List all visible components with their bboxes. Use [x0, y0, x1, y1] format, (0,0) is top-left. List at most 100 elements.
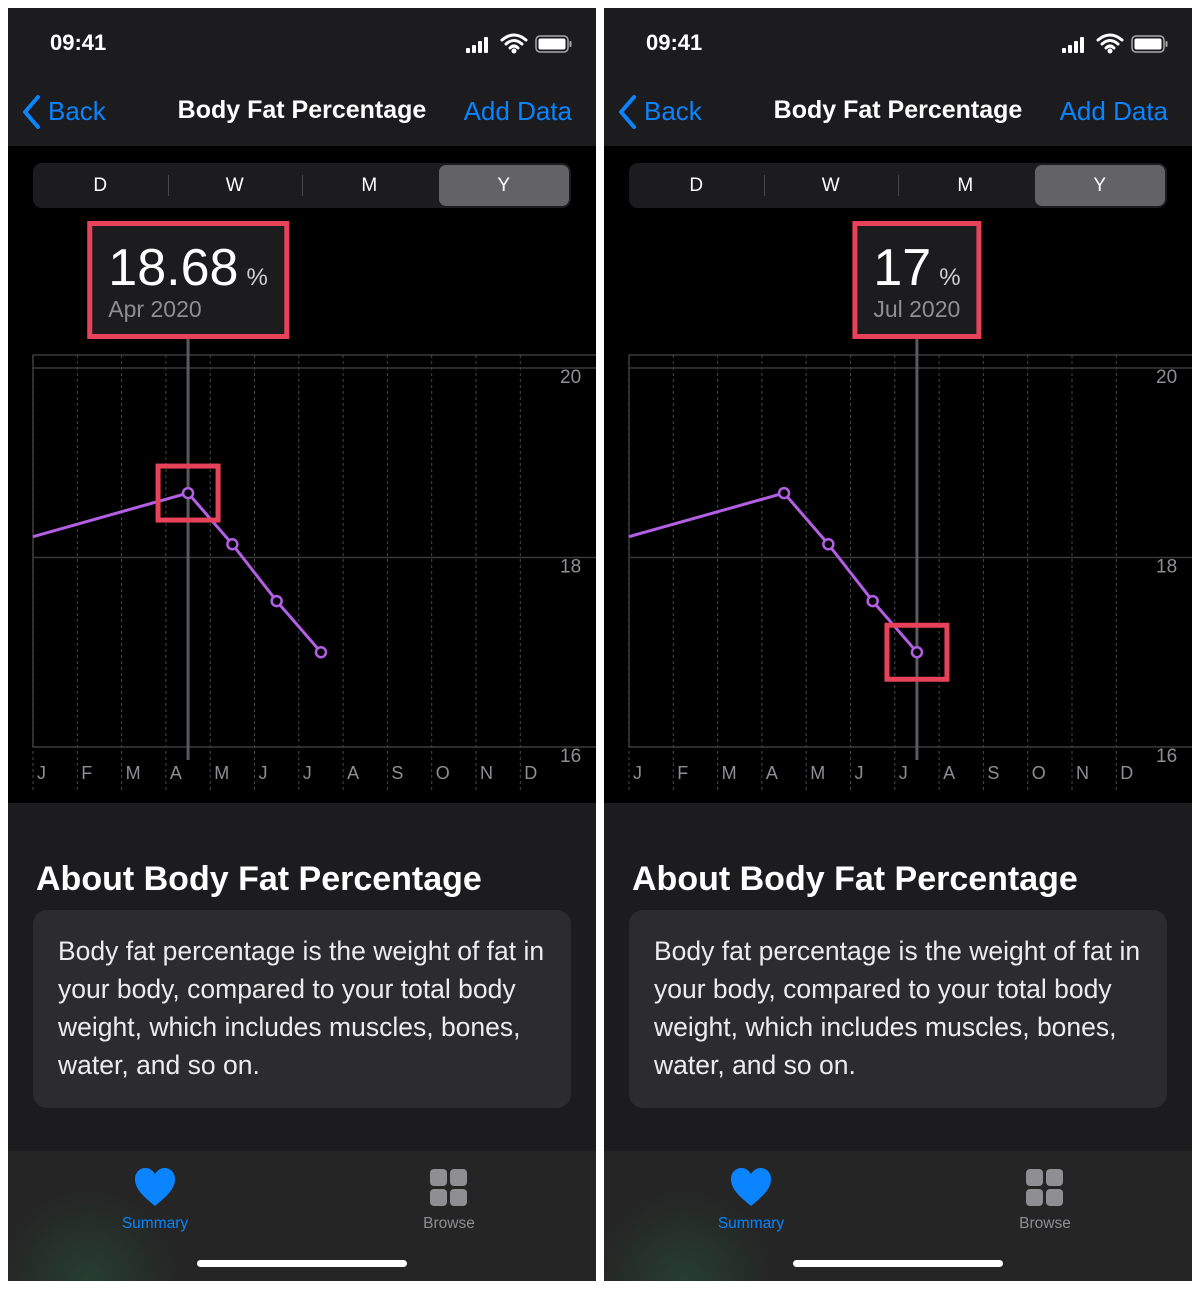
x-tick-label: J	[303, 763, 312, 783]
home-indicator	[793, 1260, 1003, 1267]
data-point	[270, 594, 283, 608]
highlight-unit: %	[246, 264, 268, 291]
x-tick-label: S	[987, 763, 999, 783]
status-icons	[466, 33, 572, 54]
tab-label[interactable]: Summary	[717, 1215, 785, 1232]
signal-bar	[478, 41, 482, 53]
data-line	[628, 491, 919, 654]
phone-screen: 09:41 Back Body Fat Percentage Add Data D W M Y…	[604, 8, 1192, 1281]
heart	[135, 1168, 175, 1206]
segment[interactable]: Y	[1034, 165, 1165, 206]
grid-square	[1026, 1189, 1043, 1206]
back-button[interactable]: Back	[644, 96, 702, 126]
tab-bar: Summary Browse	[604, 1151, 1192, 1281]
highlight-value-row: 18.68%	[108, 238, 267, 298]
signal-bar	[1068, 45, 1072, 53]
segment[interactable]: D	[93, 175, 108, 196]
x-tick-label: N	[1076, 763, 1089, 783]
signal-bar	[1074, 41, 1078, 53]
x-tick-label: J	[37, 763, 46, 783]
back-button[interactable]: Back	[48, 96, 106, 126]
x-tick-label: J	[855, 763, 864, 783]
about-title: About Body Fat Percentage	[632, 860, 1078, 898]
segment[interactable]: D	[689, 175, 704, 196]
x-tick-label: M	[722, 763, 737, 783]
back-chevron	[23, 95, 40, 129]
about-title: About Body Fat Percentage	[36, 860, 482, 898]
tab-label[interactable]: Summary	[121, 1215, 189, 1232]
battery-outline	[1131, 35, 1165, 53]
summary-icon	[135, 1168, 175, 1206]
data-point	[777, 486, 791, 500]
segment[interactable]: M	[361, 175, 378, 196]
phone-screen: 09:41 Back Body Fat Percentage Add Data D W M Y…	[8, 8, 596, 1281]
status-time: 09:41	[646, 30, 703, 55]
segment[interactable]: M	[957, 175, 974, 196]
segment-separator	[763, 175, 765, 196]
y-tick-label: 20	[1156, 367, 1177, 388]
x-tick-label: D	[1120, 763, 1133, 783]
nav-title: Body Fat Percentage	[773, 96, 1023, 124]
point-highlight-box	[884, 622, 950, 682]
wifi-dot	[1107, 48, 1113, 54]
data-point	[314, 646, 328, 659]
signal-bar	[484, 37, 488, 53]
tab-label[interactable]: Browse	[423, 1215, 475, 1232]
x-tick-label: S	[391, 763, 403, 783]
about-text: Body fat percentage is the weight of fat…	[58, 936, 545, 1080]
wifi-icon	[500, 33, 528, 50]
wifi-icon	[1096, 33, 1124, 50]
segment[interactable]: Y	[438, 165, 569, 206]
x-tick-label: A	[170, 763, 182, 783]
x-tick-label: J	[633, 763, 642, 783]
signal-bar	[1080, 37, 1084, 53]
wifi-dot	[511, 48, 517, 54]
segment[interactable]: W	[821, 175, 840, 196]
tab-label[interactable]: Browse	[1019, 1215, 1071, 1232]
segment-separator	[898, 175, 899, 196]
x-tick-label: F	[81, 763, 92, 783]
data-point	[822, 537, 835, 551]
tab-bar: Summary Browse	[8, 1151, 596, 1281]
x-tick-label: A	[766, 763, 778, 783]
data-point	[866, 594, 879, 608]
chart: J F M A M J J A S O N D 16 18 20	[628, 338, 1192, 790]
highlight-date: Jul 2020	[873, 296, 961, 322]
x-tick-label: M	[810, 763, 825, 783]
chevron	[23, 95, 40, 129]
data-point	[910, 646, 924, 659]
x-tick-label: O	[1032, 763, 1046, 783]
x-tick-label: M	[126, 763, 141, 783]
battery-outline	[535, 35, 569, 53]
chevron	[619, 95, 636, 129]
add-data-button[interactable]: Add Data	[1059, 96, 1168, 126]
chart: J F M A M J J A S O N D 16 18 20	[32, 338, 596, 790]
signal-bar	[466, 48, 470, 53]
x-tick-label: O	[436, 763, 450, 783]
y-tick-label: 16	[1156, 746, 1177, 767]
x-tick-label: J	[899, 763, 908, 783]
browse-icon	[1026, 1169, 1063, 1206]
grid-square	[430, 1189, 447, 1206]
highlight-unit: %	[939, 264, 961, 291]
x-tick-label: J	[259, 763, 268, 783]
battery-tip	[1165, 41, 1168, 47]
grid-square	[450, 1169, 467, 1186]
home-indicator	[197, 1260, 407, 1267]
grid-square	[1026, 1169, 1043, 1186]
segment-separator	[167, 175, 169, 196]
battery-level	[1134, 38, 1162, 50]
grid-square	[1046, 1169, 1063, 1186]
signal-bar	[1062, 48, 1066, 53]
x-tick-label: A	[943, 763, 955, 783]
point-highlight-box	[155, 463, 221, 523]
grid-square	[430, 1169, 447, 1186]
y-tick-label: 16	[560, 746, 581, 767]
back-chevron	[619, 95, 636, 129]
battery-tip	[569, 41, 572, 47]
add-data-button[interactable]: Add Data	[463, 96, 572, 126]
segment[interactable]: W	[225, 175, 244, 196]
